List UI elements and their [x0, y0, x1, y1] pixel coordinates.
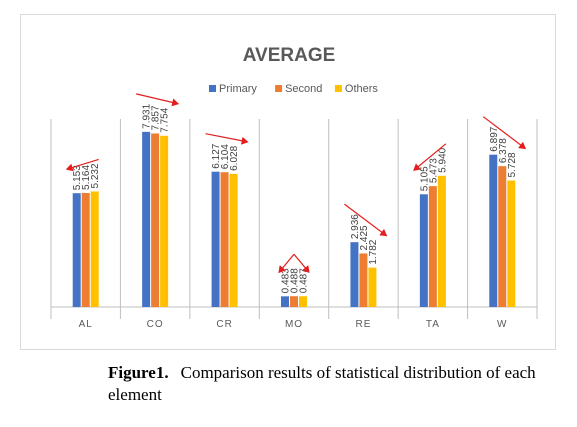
bar-w-second [498, 166, 507, 307]
data-label-cr-second: 6.104 [220, 144, 231, 169]
x-tick-label-mo: MO [285, 319, 303, 330]
chart-frame: AVERAGE Primary Second Others 5.153 5.164 5.23… [20, 14, 556, 350]
bar-re-second [359, 253, 368, 307]
bar-co-others [160, 135, 169, 307]
data-label-mo-primary: 0.483 [281, 268, 292, 293]
trend-arrow-co [136, 93, 180, 107]
figure-caption: Figure1. Comparison results of statistica… [108, 362, 548, 406]
x-tick-label-ta: TA [426, 319, 440, 330]
bar-ta-second [428, 186, 437, 307]
bar-al-primary [72, 193, 81, 307]
data-label-mo-others: 0.487 [299, 268, 310, 293]
trend-arrow-w [482, 116, 527, 150]
trend-arrow-mo-right [293, 253, 310, 274]
bar-w-others [507, 180, 516, 307]
data-label-cr-others: 6.028 [229, 145, 240, 170]
data-label-ta-others: 5.940 [437, 147, 448, 172]
bar-re-others [368, 267, 377, 307]
data-label-co-second: 7.857 [151, 105, 162, 130]
bar-co-primary [142, 131, 151, 307]
data-label-ta-second: 5.473 [428, 158, 439, 183]
bar-mo-second [290, 296, 298, 307]
bar-mo-others [299, 296, 307, 307]
trend-arrow-mo-left [278, 253, 295, 274]
bar-cr-others [229, 173, 238, 307]
x-tick-label-al: AL [79, 319, 93, 330]
x-tick-label-co: CO [147, 319, 164, 330]
bar-cr-primary [211, 171, 220, 307]
bar-al-second [81, 192, 90, 307]
x-tick-label-re: RE [355, 319, 371, 330]
trend-arrow-re [344, 203, 388, 237]
data-label-cr-primary: 6.127 [211, 143, 222, 168]
legend-label-primary: Primary [219, 83, 257, 95]
caption-label: Figure1. [108, 363, 169, 382]
data-label-co-primary: 7.931 [142, 103, 153, 128]
data-label-w-primary: 6.897 [489, 126, 500, 151]
data-label-w-others: 5.728 [507, 152, 518, 177]
bar-co-second [151, 133, 160, 307]
trend-arrow-cr [205, 133, 249, 145]
data-label-re-second: 2.425 [359, 225, 370, 250]
bar-cr-second [220, 172, 229, 307]
bar-ta-primary [419, 194, 428, 307]
bar-w-primary [489, 154, 498, 307]
data-label-co-others: 7.754 [160, 107, 171, 132]
data-label-re-others: 1.782 [368, 239, 379, 264]
bar-mo-primary [281, 296, 289, 307]
data-label-al-second: 5.164 [81, 164, 92, 189]
bar-ta-others [437, 175, 446, 307]
data-label-al-primary: 5.153 [72, 165, 83, 190]
bar-re-primary [350, 242, 359, 307]
chart-title: AVERAGE [243, 45, 336, 66]
data-label-w-second: 6.378 [498, 138, 509, 163]
data-label-ta-primary: 5.105 [419, 166, 430, 191]
caption-text: Comparison results of statistical distri… [108, 363, 536, 404]
legend-swatch-others [334, 85, 342, 92]
x-tick-label-cr: CR [216, 319, 232, 330]
x-tick-label-w: W [497, 319, 507, 330]
data-label-re-primary: 2.936 [350, 214, 361, 239]
legend-swatch-primary [209, 85, 216, 92]
bar-chart: AVERAGE Primary Second Others 5.1535.1645.23… [50, 45, 538, 330]
data-label-al-others: 5.232 [90, 163, 101, 188]
legend-label-second: Second [285, 83, 322, 95]
bar-al-others [90, 191, 99, 307]
legend-swatch-second [275, 85, 283, 92]
trend-arrow-ta [413, 143, 447, 171]
trend-arrow-al [65, 158, 99, 172]
data-label-mo-second: 0.488 [290, 268, 301, 293]
legend-label-others: Others [345, 83, 379, 95]
